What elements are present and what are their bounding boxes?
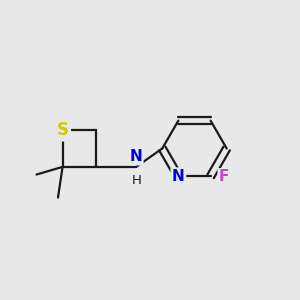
Text: N: N [172,169,185,184]
Text: N: N [130,149,142,164]
Text: S: S [57,121,69,139]
Text: F: F [218,169,229,184]
Text: H: H [131,174,141,187]
